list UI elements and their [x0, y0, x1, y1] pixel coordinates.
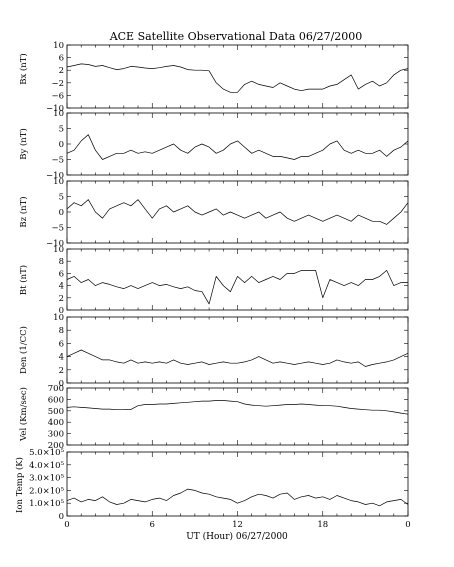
y-tick-label: 2.0×10⁵: [29, 486, 64, 496]
series-line-bx: [66, 63, 409, 93]
panel-frame: [66, 387, 409, 446]
y-tick-label: 0: [59, 512, 64, 522]
y-tick-label: 300: [48, 430, 64, 440]
x-axis-label: UT (Hour) 06/27/2000: [186, 531, 288, 542]
panel-frame: [66, 248, 409, 311]
panel-bz: Bz (nT) −10 −5 0 5 10: [18, 177, 409, 249]
y-tick-label: 4: [59, 353, 64, 363]
panel-frame: [66, 112, 409, 176]
y-tick-label: 5: [59, 193, 64, 203]
y-tick-label: 10: [53, 41, 64, 51]
panel-bt: Bt (nT) 0 2 4 6 8 10: [18, 245, 409, 316]
series-line-ion-temp: [66, 488, 409, 507]
y-tick-label: 600: [48, 395, 64, 405]
panel-frame: [66, 451, 409, 517]
y-tick-label: 6: [59, 339, 64, 349]
y-tick-label: −2: [51, 79, 64, 89]
y-tick-label: 10: [53, 245, 64, 255]
ylabel-bx: Bx (nT): [18, 53, 29, 85]
y-tick-label: 8: [59, 326, 64, 336]
series-line-by: [66, 134, 409, 160]
y-tick-label: 2: [59, 366, 64, 376]
series-line-den: [66, 349, 409, 367]
panel-by: By (nT) −10 −5 0 5 10: [18, 109, 409, 181]
y-tick-label: 500: [48, 407, 64, 417]
x-tick-label: 6: [150, 520, 155, 530]
y-tick-label: 5: [59, 125, 64, 135]
y-tick-label: −10: [46, 171, 64, 181]
series-line-bz: [66, 199, 409, 225]
ylabel-bt: Bt (nT): [18, 265, 29, 295]
y-tick-label: −5: [51, 224, 64, 234]
panel-frame: [66, 316, 409, 384]
series-line-vel: [66, 400, 409, 415]
panel-den: Den (1/CC) 0 2 4 6 8 10: [18, 313, 409, 389]
y-tick-label: 10: [53, 109, 64, 119]
chart-title: ACE Satellite Observational Data 06/27/2…: [109, 30, 363, 43]
y-tick-label: 700: [48, 384, 64, 394]
y-tick-label: 10: [53, 177, 64, 187]
x-tick-label: 12: [232, 520, 243, 530]
y-tick-label: 6: [59, 269, 64, 279]
y-tick-label: −5: [51, 156, 64, 166]
ylabel-vel: Vel (Km/sec): [18, 387, 29, 442]
y-tick-label: 3.0×10⁵: [29, 474, 64, 484]
y-tick-label: 10: [53, 313, 64, 323]
y-tick-label: 400: [48, 418, 64, 428]
y-tick-label: 0: [59, 208, 64, 218]
ylabel-den: Den (1/CC): [18, 326, 29, 374]
y-tick-label: −6: [51, 91, 64, 101]
y-tick-label: 6: [59, 54, 64, 64]
ylabel-bz: Bz (nT): [18, 196, 29, 227]
x-tick-label: 0: [405, 520, 410, 530]
y-tick-label: 1.0×10⁵: [29, 499, 64, 509]
ylabel-ion-temp: Ion Temp (K): [14, 457, 25, 513]
y-tick-label: 0: [59, 379, 64, 389]
y-tick-label: 4.0×10⁵: [29, 461, 64, 471]
y-tick-label: 2: [59, 294, 64, 304]
y-tick-label: −10: [46, 239, 64, 249]
y-tick-label: 0: [59, 140, 64, 150]
ylabel-by: By (nT): [18, 128, 29, 160]
y-tick-label: 0: [59, 306, 64, 316]
panel-bx: Bx (nT) −10 −6 −2 2 6 10: [18, 41, 409, 114]
panel-frame: [66, 44, 409, 109]
y-tick-label: 4: [59, 282, 64, 292]
y-tick-label: 5.0×10⁵: [29, 448, 64, 458]
panel-frame: [66, 180, 409, 244]
y-tick-label: −10: [46, 104, 64, 114]
x-axis: 0 6 12 18 0 UT (Hour) 06/27/2000: [64, 520, 410, 542]
series-line-bt: [66, 270, 408, 305]
x-tick-label: 0: [64, 520, 69, 530]
y-tick-label: 200: [48, 441, 64, 451]
y-tick-label: 8: [59, 257, 64, 267]
x-tick-label: 18: [317, 520, 328, 530]
panel-ion-temp: Ion Temp (K) 0 1.0×10⁵ 2.0×10⁵ 3.0×10⁵ 4.0×1…: [14, 448, 409, 522]
y-tick-label: 2: [59, 66, 64, 76]
